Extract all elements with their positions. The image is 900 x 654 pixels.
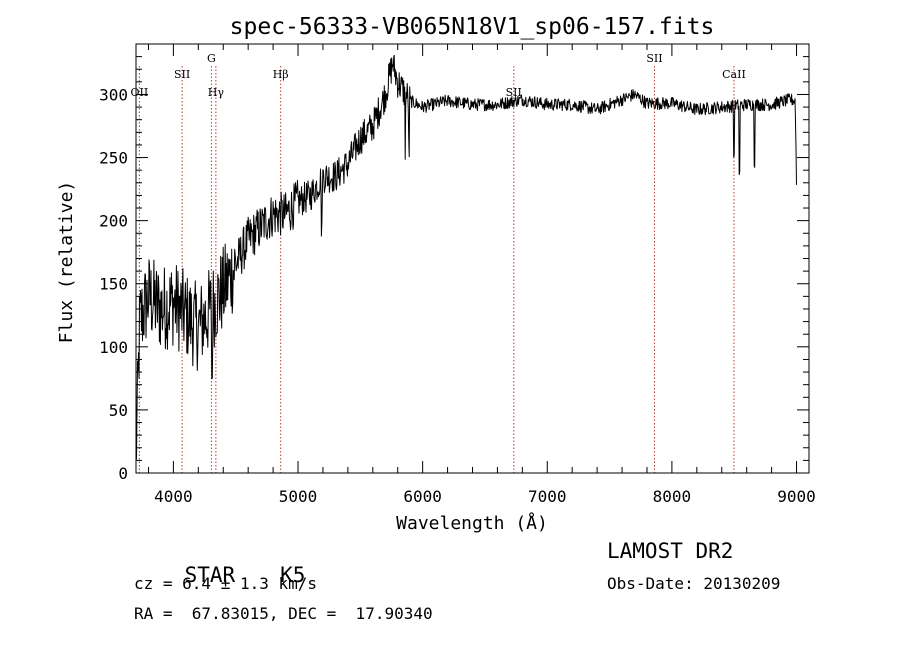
line-label-3: Hγ: [208, 86, 225, 99]
x-tick-label-3: 7000: [528, 487, 567, 506]
x-tick-label-5: 9000: [777, 487, 816, 506]
line-label-2: G: [207, 52, 216, 65]
coordinates-readout: RA = 67.83015, DEC = 17.90340: [134, 604, 433, 623]
y-axis: 0 50 100 150 200 250 300: [99, 56, 809, 483]
y-tick-label-5: 250: [99, 149, 128, 168]
x-tick-label-2: 6000: [403, 487, 442, 506]
subclass-label: K5: [280, 563, 306, 587]
survey-label: LAMOST DR2: [607, 539, 734, 563]
y-tick-label-0: 0: [118, 464, 128, 483]
y-tick-label-1: 50: [109, 401, 128, 420]
line-label-4: Hβ: [273, 68, 289, 81]
spectrum-line: [135, 54, 797, 460]
x-tick-label-0: 4000: [154, 487, 193, 506]
line-label-1: SII: [174, 68, 190, 81]
class-label: STAR: [184, 563, 236, 587]
x-tick-label-1: 5000: [279, 487, 318, 506]
obs-date-readout: Obs-Date: 20130209: [607, 574, 781, 593]
line-label-6: SII: [646, 52, 662, 65]
line-label-0: OII: [131, 86, 149, 99]
redshift-readout: cz = 6.4 ± 1.3 km/s: [134, 574, 318, 593]
y-tick-label-2: 100: [99, 338, 128, 357]
x-tick-label-4: 8000: [653, 487, 692, 506]
y-tick-label-3: 150: [99, 275, 128, 294]
y-tick-label-4: 200: [99, 212, 128, 231]
x-axis: 4000 5000 6000 7000 8000 9000: [147, 44, 816, 506]
chart-title: spec-56333-VB065N18V1_sp06-157.fits: [230, 14, 715, 40]
y-axis-label: Flux (relative): [56, 181, 77, 344]
y-tick-label-6: 300: [99, 85, 128, 104]
object-class: STAR K5: [134, 539, 306, 611]
line-label-7: CaII: [722, 68, 746, 81]
x-axis-label: Wavelength (Å): [396, 512, 548, 534]
